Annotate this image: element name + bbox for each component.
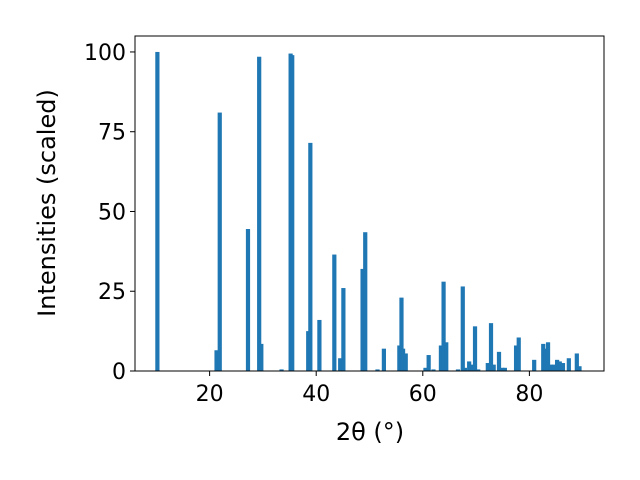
bar [467,361,472,371]
bar [502,367,507,371]
bar [476,369,481,371]
bar [560,363,566,371]
axes-group [134,35,605,372]
bar [532,359,537,371]
bar [500,367,505,371]
bar [375,369,380,371]
bar [423,367,428,371]
bar [308,142,313,371]
bar [400,348,406,371]
bar [338,358,343,371]
bar [397,345,402,371]
bar [574,353,579,371]
bar [381,348,386,371]
bar [317,319,322,371]
bar [444,342,449,371]
bar [455,369,461,371]
bar [155,51,160,371]
y-axis-title: Intensities (scaled) [33,89,61,317]
x-tick-label: 60 [409,382,437,407]
bar [360,268,365,371]
ticks-group: 20 40 60 80 0 25 50 75 100 [84,41,543,407]
bar [441,281,446,371]
bar [557,361,562,371]
x-axis-title: 2θ (°) [336,418,404,446]
bar [214,350,219,371]
bar [577,366,582,371]
bar [363,232,368,371]
bar [485,363,490,371]
bar [290,55,295,372]
y-tick-label: 0 [112,360,126,385]
x-tick-label: 80 [515,382,543,407]
x-tick-label: 20 [196,382,224,407]
bar [488,323,494,371]
bar [470,364,475,371]
bar [259,343,264,371]
bar [548,364,553,371]
bar [462,367,467,371]
bar [257,56,262,371]
bar [399,297,404,371]
bar [491,364,496,371]
y-tick-label: 75 [98,121,126,146]
bar [555,359,560,371]
bar [541,343,546,371]
bar [279,369,284,371]
y-tick-label: 50 [98,200,126,225]
bar [431,369,436,371]
bar [426,355,431,371]
bar [460,286,465,371]
bars-group [155,51,582,372]
bar [566,358,571,371]
plot-frame [134,35,605,372]
y-tick-label: 100 [84,41,126,66]
y-tick-label: 25 [98,280,126,305]
bar [516,337,521,371]
bar [245,229,251,371]
bar [438,345,444,371]
bar [545,342,551,371]
bar [403,353,408,371]
bar [341,288,346,371]
bar [306,331,311,371]
bar [217,112,222,372]
bar [543,348,549,371]
bar [472,326,478,371]
x-tick-label: 40 [302,382,330,407]
bar [496,351,502,371]
bar [513,345,519,371]
bar [551,364,557,371]
bar [332,254,337,371]
